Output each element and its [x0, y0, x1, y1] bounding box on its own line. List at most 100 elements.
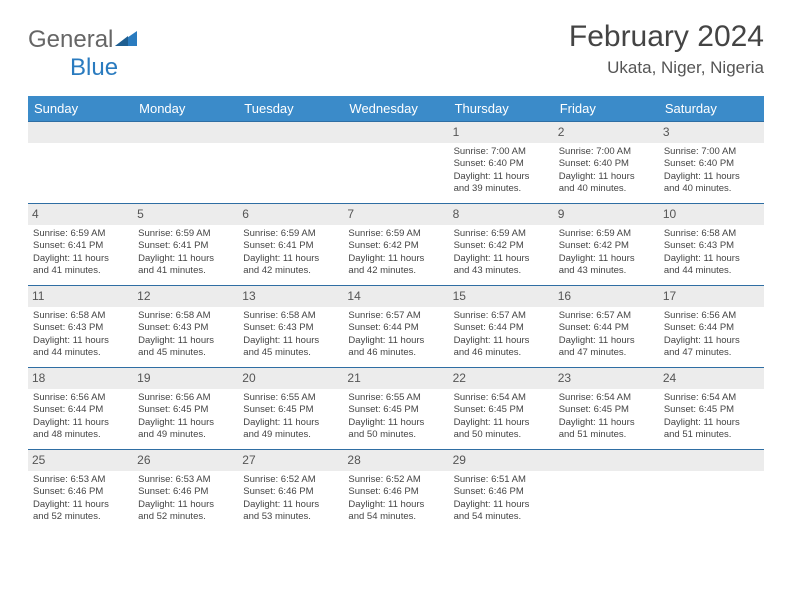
- calendar-cell: 21Sunrise: 6:55 AMSunset: 6:45 PMDayligh…: [343, 368, 448, 450]
- sunrise-value: 6:54 AM: [491, 392, 526, 403]
- daylight-label: Daylight:: [348, 499, 385, 510]
- sunrise-label: Sunrise:: [243, 310, 278, 321]
- day-details: Sunrise: 6:59 AMSunset: 6:42 PMDaylight:…: [453, 228, 550, 277]
- day-number: 23: [554, 368, 659, 389]
- daylight-line2: and 47 minutes.: [559, 347, 627, 358]
- daylight-label: Daylight:: [33, 417, 70, 428]
- daylight-line1: 11 hours: [493, 171, 529, 182]
- daylight-label: Daylight:: [243, 253, 280, 264]
- sunrise-label: Sunrise:: [33, 310, 68, 321]
- day-number: 7: [343, 204, 448, 225]
- weekday-header: Friday: [554, 96, 659, 122]
- sunset-value: 6:45 PM: [699, 404, 734, 415]
- logo-text-general: General: [28, 26, 113, 53]
- daylight-line2: and 52 minutes.: [33, 511, 101, 522]
- day-details: Sunrise: 6:59 AMSunset: 6:42 PMDaylight:…: [347, 228, 444, 277]
- calendar-table: SundayMondayTuesdayWednesdayThursdayFrid…: [28, 96, 764, 532]
- daylight-line1: 11 hours: [73, 499, 109, 510]
- daylight-line2: and 45 minutes.: [138, 347, 206, 358]
- sunrise-label: Sunrise:: [559, 310, 594, 321]
- sunrise-label: Sunrise:: [664, 146, 699, 157]
- daylight-label: Daylight:: [33, 499, 70, 510]
- sunset-label: Sunset:: [454, 240, 486, 251]
- day-number: 24: [659, 368, 764, 389]
- weekday-header: Wednesday: [343, 96, 448, 122]
- sunrise-label: Sunrise:: [348, 228, 383, 239]
- daylight-label: Daylight:: [454, 499, 491, 510]
- daylight-line2: and 49 minutes.: [138, 429, 206, 440]
- day-number: 11: [28, 286, 133, 307]
- calendar-cell: 13Sunrise: 6:58 AMSunset: 6:43 PMDayligh…: [238, 286, 343, 368]
- sunrise-value: 6:59 AM: [491, 228, 526, 239]
- daylight-label: Daylight:: [454, 171, 491, 182]
- daylight-line1: 11 hours: [283, 253, 319, 264]
- day-number: 1: [449, 122, 554, 143]
- calendar-cell: [659, 450, 764, 532]
- sunrise-value: 6:58 AM: [701, 228, 736, 239]
- day-number: 21: [343, 368, 448, 389]
- daylight-line2: and 51 minutes.: [664, 429, 732, 440]
- sunrise-label: Sunrise:: [243, 392, 278, 403]
- day-number: 9: [554, 204, 659, 225]
- day-details: Sunrise: 6:56 AMSunset: 6:44 PMDaylight:…: [663, 310, 760, 359]
- location: Ukata, Niger, Nigeria: [569, 58, 764, 78]
- sunset-label: Sunset:: [348, 486, 380, 497]
- sunset-label: Sunset:: [348, 240, 380, 251]
- day-number: 8: [449, 204, 554, 225]
- daylight-line1: 11 hours: [598, 253, 634, 264]
- calendar-cell: [343, 122, 448, 204]
- sunrise-value: 6:59 AM: [281, 228, 316, 239]
- sunrise-value: 6:54 AM: [701, 392, 736, 403]
- sunset-label: Sunset:: [138, 240, 170, 251]
- day-number: 28: [343, 450, 448, 471]
- sunrise-label: Sunrise:: [243, 228, 278, 239]
- calendar-cell: 18Sunrise: 6:56 AMSunset: 6:44 PMDayligh…: [28, 368, 133, 450]
- sunrise-label: Sunrise:: [348, 392, 383, 403]
- sunrise-value: 6:57 AM: [596, 310, 631, 321]
- calendar-cell: 27Sunrise: 6:52 AMSunset: 6:46 PMDayligh…: [238, 450, 343, 532]
- sunrise-value: 6:56 AM: [701, 310, 736, 321]
- day-number: 10: [659, 204, 764, 225]
- sunrise-label: Sunrise:: [33, 228, 68, 239]
- weekday-header: Saturday: [659, 96, 764, 122]
- daylight-line1: 11 hours: [73, 253, 109, 264]
- sunset-value: 6:44 PM: [68, 404, 103, 415]
- sunrise-value: 6:58 AM: [176, 310, 211, 321]
- sunrise-value: 6:52 AM: [386, 474, 421, 485]
- sunrise-label: Sunrise:: [664, 228, 699, 239]
- daylight-line1: 11 hours: [283, 499, 319, 510]
- sunrise-label: Sunrise:: [33, 474, 68, 485]
- day-details: Sunrise: 6:59 AMSunset: 6:41 PMDaylight:…: [137, 228, 234, 277]
- daylight-line2: and 54 minutes.: [348, 511, 416, 522]
- sunset-label: Sunset:: [664, 240, 696, 251]
- daylight-line1: 11 hours: [388, 335, 424, 346]
- sunrise-label: Sunrise:: [454, 228, 489, 239]
- day-number: 2: [554, 122, 659, 143]
- weekday-header: Monday: [133, 96, 238, 122]
- day-details: Sunrise: 6:57 AMSunset: 6:44 PMDaylight:…: [453, 310, 550, 359]
- sunrise-value: 7:00 AM: [491, 146, 526, 157]
- sunrise-value: 6:51 AM: [491, 474, 526, 485]
- daylight-label: Daylight:: [559, 171, 596, 182]
- daylight-label: Daylight:: [138, 253, 175, 264]
- daylight-label: Daylight:: [664, 171, 701, 182]
- daylight-line2: and 51 minutes.: [559, 429, 627, 440]
- day-number: 19: [133, 368, 238, 389]
- calendar-cell: 25Sunrise: 6:53 AMSunset: 6:46 PMDayligh…: [28, 450, 133, 532]
- daylight-label: Daylight:: [454, 417, 491, 428]
- daylight-label: Daylight:: [33, 335, 70, 346]
- daylight-label: Daylight:: [559, 417, 596, 428]
- daylight-label: Daylight:: [33, 253, 70, 264]
- calendar-cell: 12Sunrise: 6:58 AMSunset: 6:43 PMDayligh…: [133, 286, 238, 368]
- daylight-line2: and 50 minutes.: [454, 429, 522, 440]
- daylight-line1: 11 hours: [73, 335, 109, 346]
- sunset-value: 6:45 PM: [278, 404, 313, 415]
- day-details: Sunrise: 6:54 AMSunset: 6:45 PMDaylight:…: [558, 392, 655, 441]
- sunset-value: 6:45 PM: [383, 404, 418, 415]
- daylight-line2: and 53 minutes.: [243, 511, 311, 522]
- day-number: 5: [133, 204, 238, 225]
- sunset-label: Sunset:: [559, 240, 591, 251]
- sunset-label: Sunset:: [33, 322, 65, 333]
- sunset-label: Sunset:: [243, 486, 275, 497]
- daylight-line1: 11 hours: [598, 417, 634, 428]
